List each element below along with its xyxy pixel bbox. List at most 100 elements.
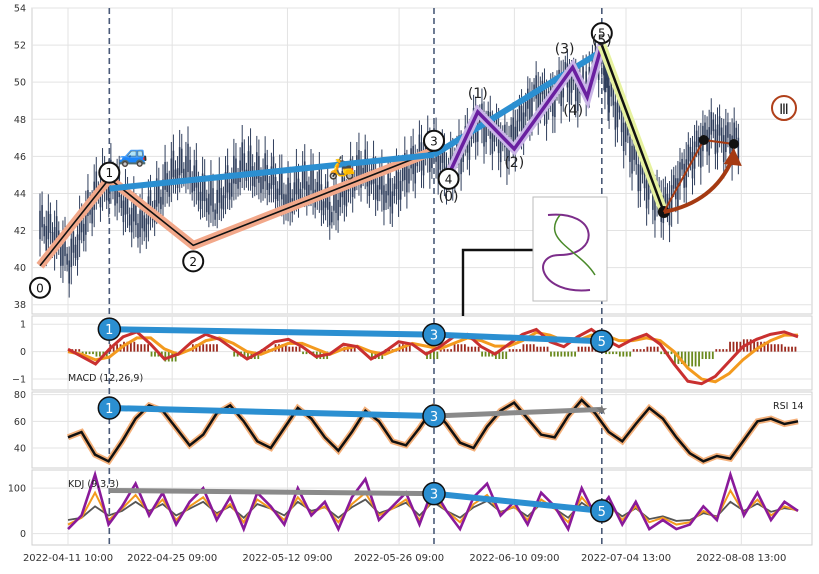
histogram-bar (567, 351, 570, 357)
candle-body (249, 145, 252, 174)
histogram-bar (515, 349, 518, 352)
histogram-bar (622, 351, 625, 357)
histogram-bar (773, 344, 776, 352)
wave-label-circle (422, 129, 445, 152)
histogram-bar (608, 351, 611, 355)
candle-body (235, 158, 237, 185)
candle-body (49, 214, 52, 233)
candle-body (607, 77, 609, 105)
candle-body (627, 122, 629, 136)
rsi-panel-frame (31, 391, 813, 469)
candle-body (518, 104, 521, 122)
candle-body (262, 170, 264, 190)
candle-body (72, 231, 75, 253)
candle-body (197, 182, 200, 201)
candle-body (287, 177, 289, 205)
histogram-bar (467, 346, 470, 352)
histogram-bar (474, 346, 477, 352)
x-tick-label: 2022-05-12 09:00 (242, 553, 332, 564)
histogram-bar (74, 349, 77, 352)
y-tick-label: 80 (14, 390, 26, 401)
candle-body (604, 64, 606, 93)
histogram-bar (725, 349, 728, 352)
candle-body (524, 101, 527, 117)
histogram-bar (656, 346, 659, 352)
histogram-bar (212, 344, 215, 352)
candle-body (710, 112, 713, 135)
kdj-point-marker (590, 499, 614, 523)
macd-signal-line (67, 330, 798, 384)
histogram-bar (247, 351, 249, 360)
candle-body (539, 89, 542, 111)
histogram-bar (632, 349, 635, 352)
candle-body (68, 260, 70, 284)
histogram-bar (670, 351, 673, 355)
candle-body (720, 127, 723, 144)
candle-body (510, 124, 512, 138)
histogram-bar (284, 344, 287, 352)
candle-body (422, 154, 425, 176)
candle-body (105, 186, 108, 201)
candle-body (180, 148, 183, 174)
candle-body (120, 194, 123, 209)
histogram-bar (532, 344, 535, 352)
y-tick-label: 46 (14, 152, 26, 163)
candle-body (80, 214, 83, 233)
x-tick-label: 2022-04-11 10:00 (23, 553, 113, 564)
candle-body (577, 83, 579, 111)
candle-body (605, 60, 607, 81)
histogram-bar (298, 346, 301, 352)
candle-body (393, 183, 396, 196)
histogram-bar (550, 351, 552, 357)
histogram-bar (581, 346, 583, 352)
histogram-bar (770, 344, 773, 352)
histogram-bar (729, 341, 731, 352)
candle-body (214, 209, 216, 220)
candle-body (333, 186, 335, 211)
candle-body (722, 135, 725, 162)
histogram-bar (488, 351, 490, 357)
candle-body (633, 141, 635, 160)
histogram-bar (98, 351, 101, 357)
kdj-panel-frame (31, 469, 813, 546)
macd-point-label: 1 (105, 323, 113, 338)
histogram-bar (680, 351, 683, 364)
histogram-bar (777, 344, 780, 352)
histogram-bar (494, 351, 497, 360)
rsi-label: RSI 14 (773, 401, 804, 412)
candle-body (256, 152, 258, 179)
candle-body (168, 180, 171, 197)
candle-body (560, 77, 562, 107)
candle-body (185, 156, 187, 180)
candle-body (51, 232, 54, 249)
histogram-bar (305, 351, 308, 355)
histogram-bar (405, 344, 408, 352)
histogram-bar (453, 344, 456, 352)
subwave-label: (3) (555, 41, 575, 57)
subwave-label: (1) (468, 86, 488, 102)
histogram-bar (553, 351, 556, 357)
candle-body (439, 155, 442, 170)
candle-body (70, 238, 73, 268)
candle-body (270, 166, 273, 189)
histogram-bar (612, 351, 614, 355)
candle-body (239, 160, 241, 183)
y-tick-label: 1 (20, 320, 26, 331)
candle-body (654, 192, 656, 221)
wave-label-circle (182, 250, 205, 273)
trendline-1-3 (109, 151, 435, 192)
candle-body (687, 144, 690, 165)
candle-body (620, 109, 623, 133)
histogram-bar (508, 349, 511, 352)
histogram-bar (684, 351, 687, 364)
candle-body (164, 161, 166, 190)
candle-body (664, 187, 667, 205)
histogram-bar (154, 351, 156, 357)
histogram-bar (698, 351, 700, 367)
candle-body (176, 168, 179, 189)
candle-body (677, 178, 679, 207)
histogram-bar (560, 351, 563, 357)
candle-body (508, 139, 510, 162)
candle-body (491, 126, 494, 154)
